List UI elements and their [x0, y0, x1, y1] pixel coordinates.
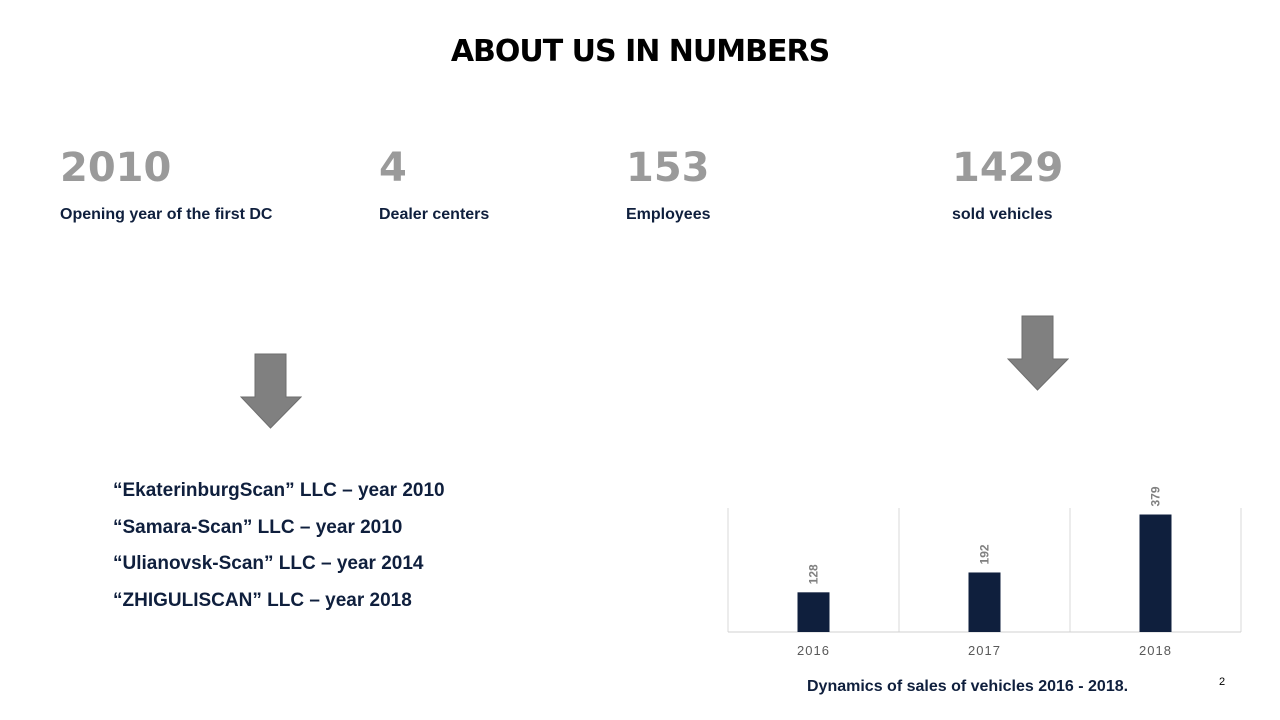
- slide-title: ABOUT US IN NUMBERS: [450, 34, 830, 69]
- stat-value: 2010: [60, 145, 172, 191]
- stat-employees: 153 Employees: [626, 146, 710, 224]
- stat-label: Opening year of the first DC: [60, 206, 273, 223]
- x-tick-label-2018: 2018: [1139, 643, 1172, 658]
- stat-label: Employees: [626, 206, 711, 223]
- data-label-2017: 192: [978, 544, 992, 564]
- list-item: “Ulianovsk-Scan” LLC – year 2014: [113, 553, 424, 574]
- arrow-down-icon: [1007, 315, 1069, 391]
- stat-value: 1429: [952, 145, 1064, 191]
- list-item: “Samara-Scan” LLC – year 2010: [113, 516, 403, 538]
- chart-caption: Dynamics of sales of vehicles 2016 - 201…: [807, 678, 1129, 695]
- stat-sold-vehicles: 1429 sold vehicles: [952, 146, 1063, 224]
- data-label-2016: 128: [807, 564, 821, 584]
- stat-value: 153: [626, 145, 710, 191]
- stat-dealer-centers: 4 Dealer centers: [379, 146, 489, 224]
- stat-label: Dealer centers: [379, 206, 490, 223]
- list-item: “ZHIGULISCAN” LLC – year 2018: [113, 589, 412, 611]
- bar-2018: [1139, 514, 1172, 632]
- list-item: “EkaterinburgScan” LLC – year 2010: [113, 480, 445, 501]
- page-number: 2: [1219, 676, 1226, 688]
- x-tick-label-2017: 2017: [968, 643, 1001, 658]
- stat-opening-year: 2010 Opening year of the first DC: [60, 146, 272, 224]
- bar-2016: [797, 592, 830, 632]
- sales-bar-chart: 128 2016 192 2017 379 2018: [727, 486, 1242, 658]
- stat-value: 4: [379, 145, 407, 191]
- bar-2017: [968, 572, 1001, 632]
- company-list: “EkaterinburgScan” LLC – year 2010 “Sama…: [113, 479, 445, 625]
- stat-label: sold vehicles: [952, 206, 1053, 223]
- x-tick-label-2016: 2016: [797, 643, 830, 658]
- data-label-2018: 379: [1149, 486, 1163, 506]
- arrow-down-icon: [240, 353, 302, 429]
